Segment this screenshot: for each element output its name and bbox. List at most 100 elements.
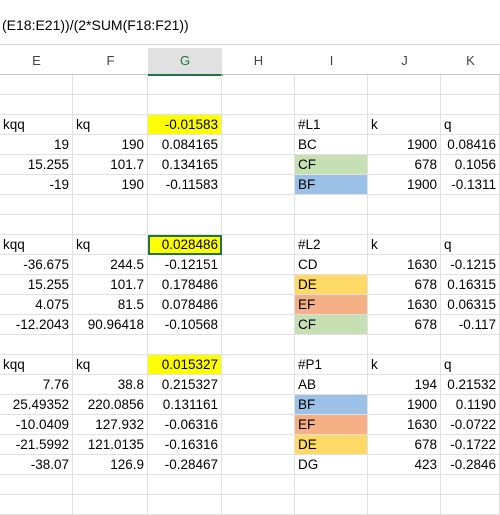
data-cell-f[interactable]: 127.932: [73, 415, 148, 435]
empty-cell[interactable]: [148, 495, 222, 515]
spreadsheet-grid[interactable]: kqq kq -0.01583 #L1 k q 19 190 0.084165 BC 1900 0.0…: [0, 75, 500, 515]
data-cell-k[interactable]: 0.1190: [441, 395, 500, 415]
data-cell-j[interactable]: 1630: [368, 295, 441, 315]
empty-cell[interactable]: [295, 95, 368, 115]
empty-cell[interactable]: [222, 215, 295, 235]
data-cell-e[interactable]: -10.0409: [0, 415, 73, 435]
header-cell-f[interactable]: kq: [73, 115, 148, 135]
header-cell-i[interactable]: #P1: [295, 355, 368, 375]
empty-cell[interactable]: [148, 215, 222, 235]
data-cell-i[interactable]: EF: [295, 415, 368, 435]
data-cell-e[interactable]: 15.255: [0, 275, 73, 295]
data-cell-k[interactable]: -0.1215: [441, 255, 500, 275]
empty-cell[interactable]: [368, 95, 441, 115]
column-header-j[interactable]: J: [368, 48, 442, 75]
data-cell-e[interactable]: -12.2043: [0, 315, 73, 335]
empty-cell[interactable]: [222, 235, 295, 255]
data-cell-i[interactable]: DE: [295, 275, 368, 295]
empty-cell[interactable]: [222, 295, 295, 315]
data-cell-f[interactable]: 81.5: [73, 295, 148, 315]
empty-cell[interactable]: [222, 95, 295, 115]
data-cell-f[interactable]: 38.8: [73, 375, 148, 395]
empty-cell[interactable]: [222, 115, 295, 135]
empty-cell[interactable]: [295, 495, 368, 515]
header-cell-g[interactable]: -0.01583: [148, 115, 222, 135]
header-cell-f[interactable]: kq: [73, 235, 148, 255]
data-cell-i[interactable]: CD: [295, 255, 368, 275]
empty-cell[interactable]: [368, 335, 441, 355]
header-cell-j[interactable]: k: [368, 235, 441, 255]
data-cell-i[interactable]: BC: [295, 135, 368, 155]
header-cell-j[interactable]: k: [368, 355, 441, 375]
empty-cell[interactable]: [0, 215, 73, 235]
empty-cell[interactable]: [368, 75, 441, 95]
empty-cell[interactable]: [0, 475, 73, 495]
data-cell-e[interactable]: -38.07: [0, 455, 73, 475]
empty-cell[interactable]: [73, 95, 148, 115]
data-cell-f[interactable]: 126.9: [73, 455, 148, 475]
empty-cell[interactable]: [73, 495, 148, 515]
header-cell-k[interactable]: q: [441, 115, 500, 135]
header-cell-f[interactable]: kq: [73, 355, 148, 375]
data-cell-j[interactable]: 678: [368, 155, 441, 175]
data-cell-f[interactable]: 101.7: [73, 275, 148, 295]
formula-text[interactable]: (E18:E21))/(2*SUM(F18:F21)): [2, 17, 189, 33]
data-cell-j[interactable]: 678: [368, 315, 441, 335]
empty-cell[interactable]: [0, 195, 73, 215]
data-cell-g[interactable]: -0.16316: [148, 435, 222, 455]
empty-cell[interactable]: [222, 375, 295, 395]
header-cell-g[interactable]: 0.015327: [148, 355, 222, 375]
empty-cell[interactable]: [73, 215, 148, 235]
data-cell-k[interactable]: -0.1722: [441, 435, 500, 455]
data-cell-i[interactable]: CF: [295, 155, 368, 175]
empty-cell[interactable]: [222, 135, 295, 155]
empty-cell[interactable]: [0, 75, 73, 95]
data-cell-e[interactable]: 25.49352: [0, 395, 73, 415]
empty-cell[interactable]: [73, 475, 148, 495]
empty-cell[interactable]: [222, 435, 295, 455]
data-cell-k[interactable]: -0.2846: [441, 455, 500, 475]
data-cell-k[interactable]: 0.1056: [441, 155, 500, 175]
data-cell-f[interactable]: 190: [73, 175, 148, 195]
empty-cell[interactable]: [222, 475, 295, 495]
data-cell-j[interactable]: 1900: [368, 395, 441, 415]
data-cell-e[interactable]: -19: [0, 175, 73, 195]
empty-cell[interactable]: [222, 495, 295, 515]
data-cell-k[interactable]: -0.1311: [441, 175, 500, 195]
empty-cell[interactable]: [295, 335, 368, 355]
data-cell-e[interactable]: -36.675: [0, 255, 73, 275]
header-cell-k[interactable]: q: [441, 235, 500, 255]
empty-cell[interactable]: [148, 475, 222, 495]
empty-cell[interactable]: [73, 335, 148, 355]
data-cell-j[interactable]: 678: [368, 435, 441, 455]
empty-cell[interactable]: [441, 475, 500, 495]
data-cell-i[interactable]: EF: [295, 295, 368, 315]
data-cell-e[interactable]: 4.075: [0, 295, 73, 315]
data-cell-g[interactable]: 0.131161: [148, 395, 222, 415]
empty-cell[interactable]: [441, 75, 500, 95]
data-cell-e[interactable]: 15.255: [0, 155, 73, 175]
empty-cell[interactable]: [441, 195, 500, 215]
empty-cell[interactable]: [222, 75, 295, 95]
empty-cell[interactable]: [441, 95, 500, 115]
header-cell-e[interactable]: kqq: [0, 355, 73, 375]
empty-cell[interactable]: [295, 215, 368, 235]
data-cell-i[interactable]: CF: [295, 315, 368, 335]
data-cell-j[interactable]: 1900: [368, 135, 441, 155]
empty-cell[interactable]: [222, 395, 295, 415]
data-cell-j[interactable]: 678: [368, 275, 441, 295]
data-cell-k[interactable]: 0.16315: [441, 275, 500, 295]
data-cell-f[interactable]: 220.0856: [73, 395, 148, 415]
data-cell-f[interactable]: 121.0135: [73, 435, 148, 455]
empty-cell[interactable]: [295, 195, 368, 215]
empty-cell[interactable]: [441, 495, 500, 515]
data-cell-i[interactable]: DE: [295, 435, 368, 455]
data-cell-j[interactable]: 1630: [368, 415, 441, 435]
column-header-k[interactable]: K: [441, 48, 500, 75]
data-cell-f[interactable]: 90.96418: [73, 315, 148, 335]
data-cell-j[interactable]: 1630: [368, 255, 441, 275]
empty-cell[interactable]: [441, 215, 500, 235]
data-cell-i[interactable]: AB: [295, 375, 368, 395]
empty-cell[interactable]: [73, 75, 148, 95]
header-cell-j[interactable]: k: [368, 115, 441, 135]
